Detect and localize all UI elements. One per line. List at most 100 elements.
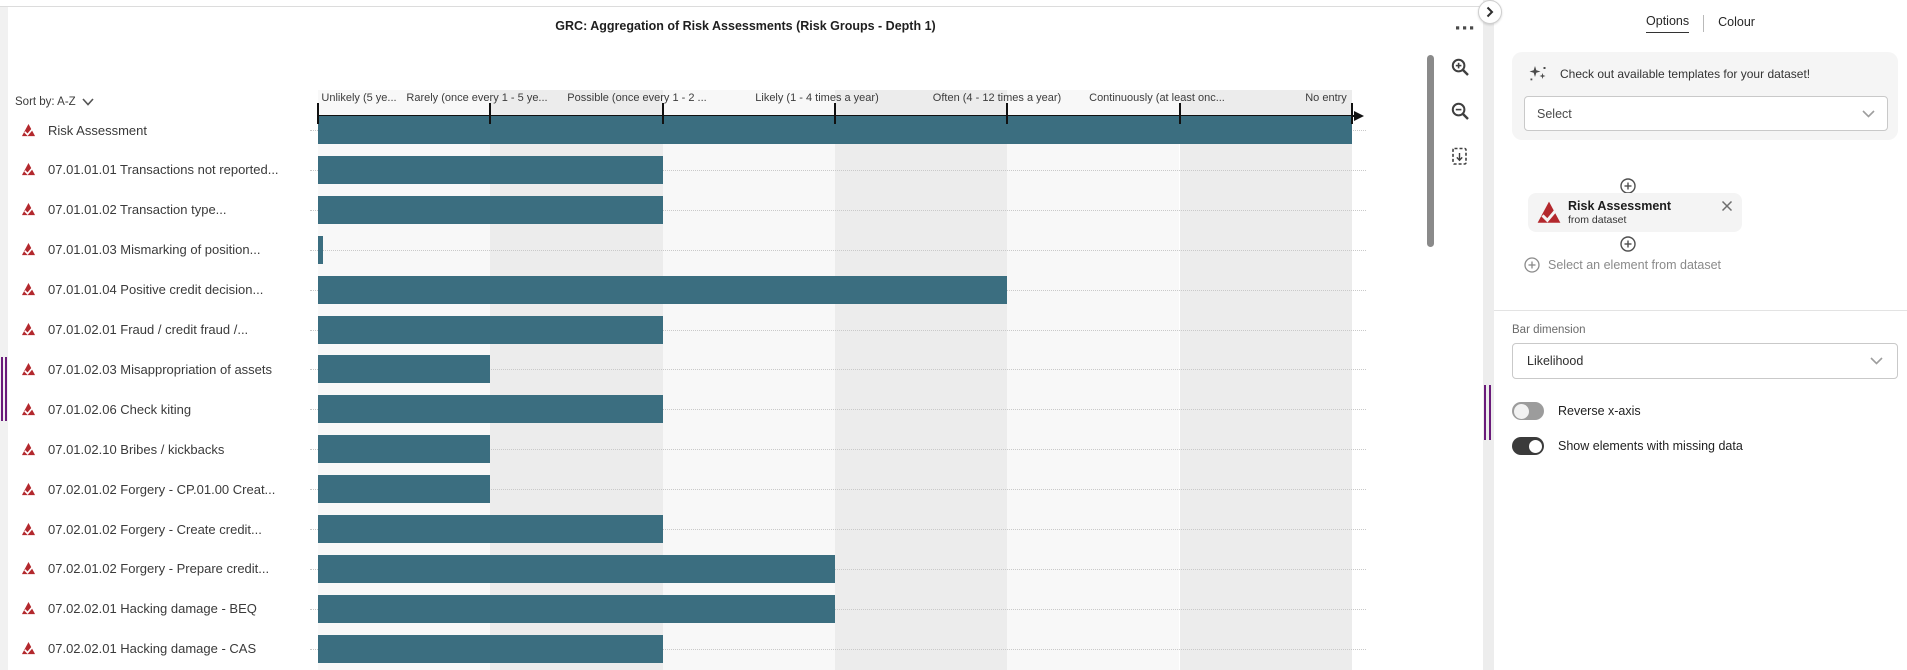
row-label-text: 07.02.02.01 Hacking damage - CAS — [48, 641, 257, 657]
row-gridline — [310, 369, 1366, 371]
x-axis-label: Unlikely (5 ye... — [321, 92, 397, 104]
row-label-text: 07.02.02.01 Hacking damage - BEQ — [48, 601, 257, 617]
risk-icon — [21, 203, 36, 216]
chart-bar[interactable] — [318, 275, 1008, 304]
row-label-text: 07.01.01.01 Transactions not reported... — [48, 162, 279, 178]
chart-row-label[interactable]: Risk Assessment — [21, 120, 147, 140]
chart-bar[interactable] — [318, 395, 663, 424]
show-missing-data-toggle[interactable] — [1512, 437, 1544, 455]
bar-dimension-value: Likelihood — [1527, 354, 1584, 368]
template-banner-card: Check out available templates for your d… — [1512, 52, 1898, 140]
ellipsis-icon — [1456, 26, 1474, 30]
chart-title: GRC: Aggregation of Risk Assessments (Ri… — [555, 19, 936, 33]
divider-scroll-indicator — [1484, 385, 1491, 440]
panel-tabs: Options Colour — [1494, 14, 1907, 33]
chevron-down-icon — [82, 98, 94, 106]
template-banner-text: Check out available templates for your d… — [1560, 67, 1811, 81]
chart-row-label[interactable]: 07.01.01.02 Transaction type... — [21, 200, 227, 220]
collapse-panel-button[interactable] — [1478, 0, 1502, 24]
plus-circle-icon — [1620, 236, 1636, 252]
row-gridline — [310, 608, 1366, 610]
template-select[interactable]: Select — [1524, 96, 1888, 131]
zoom-in-button[interactable] — [1449, 56, 1471, 78]
risk-icon — [21, 362, 36, 376]
add-element-above-button[interactable] — [1620, 178, 1636, 194]
plus-circle-icon — [1524, 257, 1540, 273]
chart-row-label[interactable]: 07.01.02.01 Fraud / credit fraud /... — [21, 320, 248, 340]
x-axis-label: No entry — [1305, 92, 1347, 104]
chart-row-label[interactable]: 07.02.02.01 Hacking damage - CAS — [21, 639, 256, 659]
column-stripe — [834, 90, 1008, 670]
chart-row-label[interactable]: 07.01.02.06 Check kiting — [21, 399, 191, 419]
chart-row-label[interactable]: 07.01.02.10 Bribes / kickbacks — [21, 439, 224, 459]
reverse-x-axis-row: Reverse x-axis — [1512, 402, 1641, 420]
row-label-text: Risk Assessment — [48, 122, 147, 138]
sort-by-label: Sort by: A-Z — [15, 96, 76, 108]
chart-row-label[interactable]: 07.02.01.02 Forgery - CP.01.00 Creat... — [21, 479, 275, 499]
chart-row-label[interactable]: 07.01.01.03 Mismarking of position... — [21, 240, 260, 260]
sort-by-control[interactable]: Sort by: A-Z — [15, 93, 94, 111]
add-element-below-button[interactable] — [1620, 236, 1636, 252]
chart-row-label[interactable]: 07.02.01.02 Forgery - Prepare credit... — [21, 559, 269, 579]
panel-section-divider — [1494, 310, 1907, 311]
row-gridline — [310, 249, 1366, 251]
missing-data-label: Show elements with missing data — [1558, 439, 1743, 453]
risk-icon — [21, 602, 36, 615]
chevron-right-icon — [1486, 6, 1494, 18]
risk-icon — [21, 522, 36, 535]
column-stripe — [1179, 90, 1352, 670]
chart-row-label[interactable]: 07.02.02.01 Hacking damage - BEQ — [21, 599, 257, 619]
chart-bar[interactable] — [318, 155, 663, 184]
x-axis-tick — [1178, 103, 1181, 124]
reverse-x-axis-toggle[interactable] — [1512, 402, 1544, 420]
chart-row-label[interactable]: 07.01.01.01 Transactions not reported... — [21, 160, 279, 180]
x-axis-label: Continuously (at least onc... — [1089, 92, 1225, 104]
chart-row-label[interactable]: 07.01.01.04 Positive credit decision... — [21, 280, 263, 300]
missing-data-row: Show elements with missing data — [1512, 437, 1743, 455]
risk-icon — [21, 642, 36, 655]
chart-bar[interactable] — [318, 235, 324, 264]
chevron-down-icon — [1862, 109, 1875, 118]
bar-dimension-select[interactable]: Likelihood — [1512, 343, 1898, 379]
chart-bar[interactable] — [318, 355, 491, 384]
more-menu-button[interactable] — [1452, 17, 1478, 39]
chart-bar[interactable] — [318, 435, 491, 464]
chart-row-label[interactable]: 07.02.01.02 Forgery - Create credit... — [21, 519, 262, 539]
select-element-row[interactable]: Select an element from dataset — [1524, 257, 1721, 273]
reverse-x-axis-label: Reverse x-axis — [1558, 404, 1641, 418]
risk-icon — [21, 123, 36, 136]
x-axis-tick — [1350, 103, 1353, 124]
chart-bar[interactable] — [318, 594, 835, 623]
remove-element-button[interactable] — [1720, 199, 1734, 213]
bar-chart: Unlikely (5 ye... Rarely (once every 1 - … — [8, 7, 1483, 670]
row-gridline — [310, 568, 1366, 570]
tab-options[interactable]: Options — [1646, 14, 1690, 33]
chart-panel: GRC: Aggregation of Risk Assessments (Ri… — [8, 7, 1483, 670]
chevron-down-icon — [1870, 357, 1883, 365]
row-label-text: 07.02.01.02 Forgery - Prepare credit... — [48, 561, 270, 577]
chart-bar[interactable] — [318, 554, 835, 583]
row-label-text: 07.01.01.03 Mismarking of position... — [48, 242, 261, 258]
risk-icon — [21, 283, 36, 296]
chart-bar[interactable] — [318, 315, 663, 344]
magic-wand-icon — [1529, 66, 1546, 81]
chart-bar[interactable] — [318, 634, 663, 663]
dataset-element-card[interactable]: Risk Assessment from dataset — [1528, 193, 1742, 232]
x-axis-tick — [489, 103, 492, 124]
row-gridline — [310, 329, 1366, 331]
left-edge-strip — [0, 7, 8, 670]
template-select-value: Select — [1537, 106, 1572, 121]
row-gridline — [310, 409, 1366, 411]
zoom-out-button[interactable] — [1449, 100, 1471, 122]
chart-bar[interactable] — [318, 195, 663, 224]
risk-assessment-icon — [1537, 201, 1561, 223]
chart-row-label[interactable]: 07.01.02.03 Misappropriation of assets — [21, 359, 272, 379]
row-label-text: 07.02.01.02 Forgery - Create credit... — [48, 521, 262, 537]
tab-colour[interactable]: Colour — [1718, 14, 1755, 29]
chart-vertical-scrollbar[interactable] — [1427, 55, 1434, 247]
export-image-button[interactable] — [1449, 145, 1471, 167]
chart-bar[interactable] — [318, 475, 491, 504]
x-axis-tick — [661, 103, 664, 124]
chart-bar[interactable] — [318, 515, 663, 543]
tab-separator — [1703, 15, 1705, 32]
